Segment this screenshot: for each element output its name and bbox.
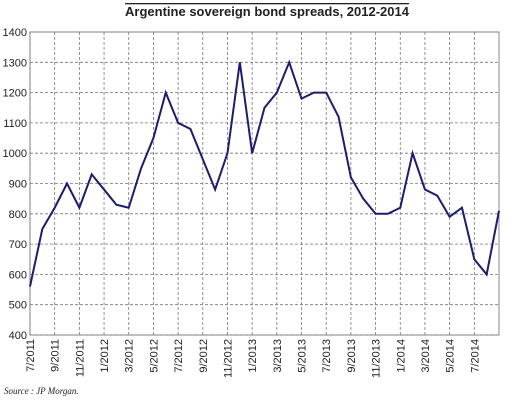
y-tick-label: 1200 [3, 88, 27, 100]
x-tick-label: 7/2014 [469, 339, 481, 373]
y-tick-label: 1000 [3, 148, 27, 160]
y-tick-label: 1300 [3, 57, 27, 69]
x-tick-label: 11/2012 [222, 339, 234, 378]
y-tick-label: 1100 [3, 118, 27, 130]
x-tick-label: 1/2012 [99, 339, 111, 373]
x-tick-label: 5/2014 [445, 339, 457, 373]
x-tick-label: 11/2013 [371, 339, 383, 378]
y-tick-label: 900 [9, 179, 27, 191]
x-tick-label: 3/2012 [124, 339, 136, 373]
x-tick-label: 11/2011 [74, 339, 86, 377]
x-tick-label: 9/2013 [346, 339, 358, 373]
x-tick-label: 7/2013 [321, 339, 333, 373]
y-tick-label: 1400 [3, 27, 27, 39]
chart-title: Argentine sovereign bond spreads, 2012-2… [125, 4, 410, 19]
x-tick-label: 7/2011 [25, 339, 37, 372]
x-tick-label: 7/2012 [173, 339, 185, 373]
y-tick-label: 800 [9, 209, 27, 221]
x-tick-label: 1/2013 [247, 339, 259, 373]
x-tick-label: 9/2012 [198, 339, 210, 373]
x-tick-label: 1/2014 [395, 339, 407, 373]
source-note: Source : JP Morgan. [4, 386, 79, 396]
y-tick-label: 600 [9, 269, 27, 281]
y-tick-label: 500 [9, 300, 27, 312]
y-tick-label: 400 [9, 330, 27, 342]
x-tick-label: 3/2013 [272, 339, 284, 373]
x-tick-label: 5/2012 [148, 339, 160, 373]
x-tick-label: 3/2014 [420, 339, 432, 373]
data-line [29, 59, 500, 287]
y-tick-label: 700 [9, 239, 27, 251]
x-tick-label: 5/2013 [297, 339, 309, 373]
x-tick-label: 9/2011 [50, 339, 62, 372]
